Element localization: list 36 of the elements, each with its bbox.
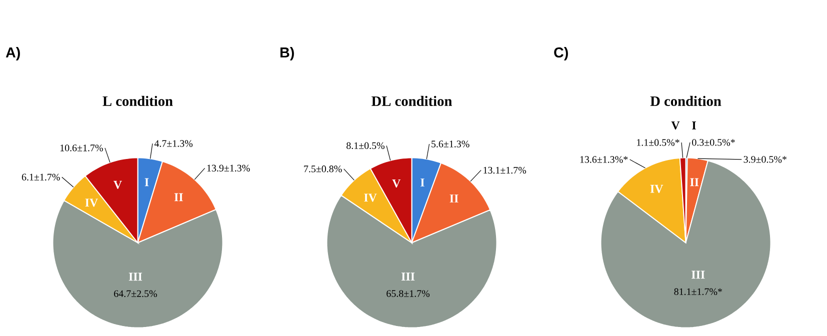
slice-label: III — [401, 272, 415, 280]
data-label: 5.6±1.3% — [432, 140, 470, 148]
data-label: 13.6±1.3%* — [580, 156, 628, 163]
chart-title: D condition — [650, 96, 722, 106]
slice-label: IV — [650, 184, 664, 193]
data-label: 13.9±1.3% — [207, 164, 250, 172]
data-label: 10.6±1.7% — [60, 144, 103, 152]
data-label: 13.1±1.7% — [484, 166, 526, 174]
slice-label: V — [114, 180, 122, 189]
data-label: 1.1±0.5%* — [637, 139, 680, 146]
text: C) — [554, 47, 568, 60]
slice-label: II — [174, 193, 183, 202]
data-label: 64.7±2.5% — [114, 290, 157, 298]
data-label: 7.5±0.8% — [304, 166, 342, 172]
data-label: 3.9±0.5%* — [744, 156, 786, 163]
slice-label: IV — [85, 198, 98, 207]
slice-label: I — [692, 122, 696, 130]
data-label: 8.1±0.5% — [346, 142, 385, 150]
text: A) — [6, 47, 20, 60]
chart-title: L condition — [102, 96, 173, 106]
data-label: 6.1±1.7% — [22, 174, 60, 181]
slice-label: I — [420, 178, 424, 186]
slice-label: II — [690, 178, 699, 186]
chart-title: DL condition — [372, 96, 452, 106]
data-label: 4.7±1.3% — [154, 140, 193, 147]
data-label: 81.1±1.7%* — [674, 288, 722, 296]
slice-label: IV — [364, 194, 377, 202]
slice-label: III — [692, 270, 705, 279]
data-label: 0.3±0.5%* — [692, 139, 735, 146]
text: B) — [280, 47, 294, 60]
slice-label: I — [144, 178, 149, 186]
slice-label: V — [392, 180, 401, 188]
slice-label: III — [128, 272, 142, 281]
data-label: 65.8±1.7% — [386, 290, 430, 297]
slice-label: V — [671, 122, 680, 130]
slice-label: II — [450, 194, 458, 202]
